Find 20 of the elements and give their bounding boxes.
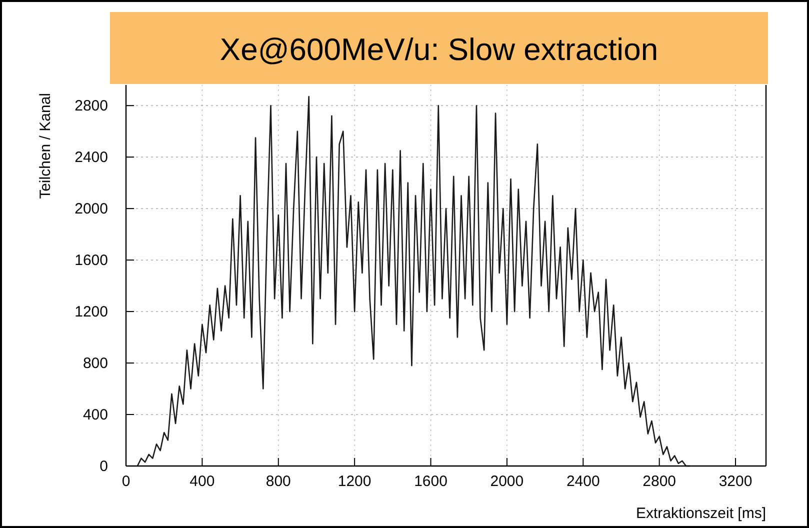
- x-axis-title: Extraktionszeit [ms]: [636, 505, 766, 522]
- y-tick-label: 0: [100, 458, 108, 475]
- x-tick-label: 0: [122, 473, 130, 490]
- x-tick-label: 400: [190, 473, 215, 490]
- y-tick-label: 400: [82, 406, 108, 424]
- y-tick-label: 1200: [74, 304, 108, 321]
- y-tick-label: 1600: [74, 252, 108, 270]
- x-tick-label: 1600: [414, 473, 448, 490]
- y-tick-label: 2800: [74, 98, 108, 115]
- y-tick-label: 800: [82, 355, 108, 372]
- chart-title: Xe@600MeV/u: Slow extraction: [220, 32, 658, 67]
- x-tick-label: 2800: [642, 473, 676, 490]
- x-tick-label: 2000: [490, 473, 524, 490]
- x-tick-label: 3200: [718, 473, 752, 490]
- y-tick-label: 2000: [74, 200, 108, 218]
- x-tick-label: 1200: [338, 473, 372, 490]
- y-tick-label: 2400: [74, 149, 108, 166]
- y-axis-title: Teilchen / Kanal: [37, 93, 54, 199]
- x-tick-label: 800: [266, 473, 291, 490]
- x-tick-label: 2400: [566, 473, 600, 490]
